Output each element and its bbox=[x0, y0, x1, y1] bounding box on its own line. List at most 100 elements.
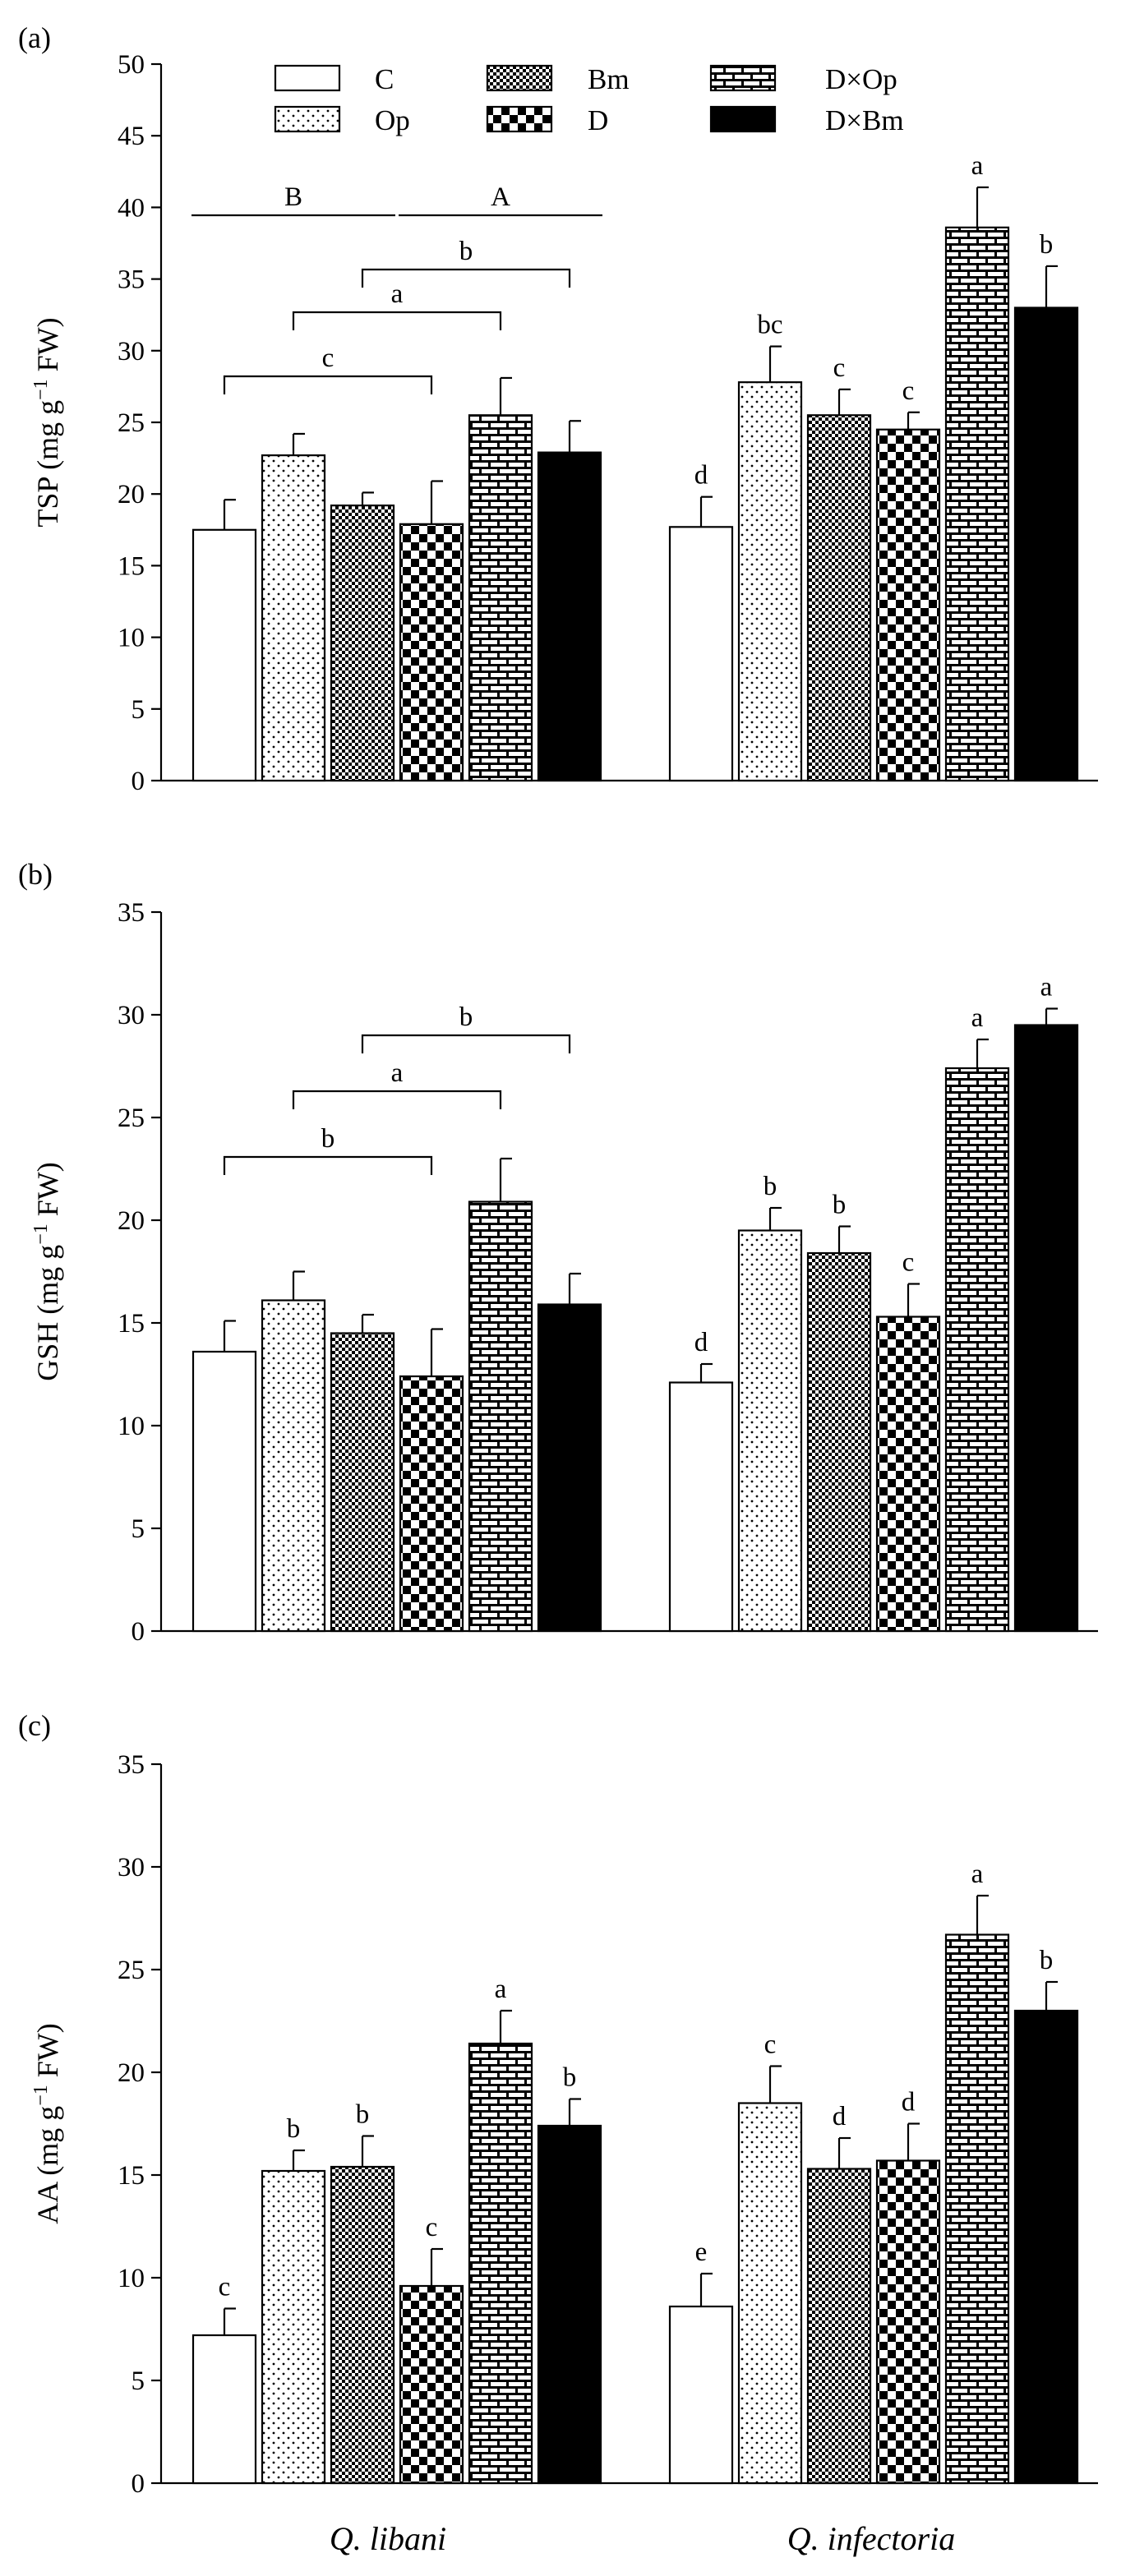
y-tick-label: 15 bbox=[118, 1309, 145, 1339]
bar-dxop-q-libani bbox=[468, 2042, 533, 2485]
y-axis-label: AA (mg g−1 FW) bbox=[30, 2023, 64, 2224]
significance-letter: d bbox=[902, 2088, 916, 2117]
comparison-bracket-label: c bbox=[322, 343, 335, 373]
y-tick-label: 5 bbox=[131, 2366, 145, 2396]
y-tick-label: 5 bbox=[131, 1514, 145, 1544]
y-tick-label: 10 bbox=[118, 624, 145, 653]
panel-c: (c) 0 5 10 15 20 25 30 35 AA (mg g−1 FW) c e b c b d c d a… bbox=[18, 1709, 1098, 2499]
y-axis-label: GSH (mg g−1 FW) bbox=[30, 1162, 64, 1381]
significance-letter: b bbox=[287, 2114, 301, 2144]
y-tick-label: 20 bbox=[118, 2058, 145, 2088]
y-tick-label: 30 bbox=[118, 1001, 145, 1030]
y-axis-label-main: GSH (mg g bbox=[31, 1245, 64, 1381]
y-axis-label-sup: −1 bbox=[30, 379, 52, 400]
bar-op-q-infectoria bbox=[737, 1229, 803, 1633]
y-tick-label: 30 bbox=[118, 337, 145, 366]
panel-label: (b) bbox=[18, 858, 53, 891]
bar-dxop-q-infectoria bbox=[944, 1933, 1010, 2485]
y-tick-label: 30 bbox=[118, 1853, 145, 1882]
bar-dxbm-q-infectoria bbox=[1013, 1024, 1079, 1633]
comparison-bracket-label: a bbox=[391, 1058, 404, 1088]
comparison-bracket bbox=[361, 1034, 571, 1053]
significance-letter: e bbox=[695, 2237, 708, 2267]
y-tick-label: 40 bbox=[118, 193, 145, 223]
y-tick-label: 35 bbox=[118, 1750, 145, 1780]
bar-dxop-q-infectoria bbox=[944, 226, 1010, 782]
category-label-q-libani: Q. libani bbox=[330, 2520, 446, 2557]
y-tick-label: 10 bbox=[118, 2264, 145, 2293]
legend-swatch-dxop bbox=[709, 64, 777, 92]
comparison-bracket-label: b bbox=[321, 1124, 335, 1154]
bar-d-q-infectoria bbox=[875, 1316, 941, 1633]
bar-d-q-infectoria bbox=[875, 2159, 941, 2485]
comparison-bracket-label: b bbox=[459, 237, 473, 266]
comparison-bracket bbox=[223, 1155, 433, 1175]
comparison-bracket bbox=[292, 1090, 502, 1109]
significance-letter: b bbox=[833, 1191, 847, 1220]
panel-a: (a) 0 5 10 15 20 25 30 35 40 45 50 TSP (mg g−1 FW) d b… bbox=[18, 21, 1098, 796]
y-tick-label: 0 bbox=[131, 2469, 145, 2499]
bar-c-q-infectoria bbox=[668, 1381, 734, 1633]
significance-letter: c bbox=[219, 2273, 231, 2302]
y-axis-label: TSP (mg g−1 FW) bbox=[30, 317, 64, 527]
comparison-bracket bbox=[292, 311, 502, 330]
bar-c-q-libani bbox=[191, 528, 257, 782]
group-line-label: B bbox=[284, 182, 302, 212]
y-tick-label: 35 bbox=[118, 898, 145, 928]
legend-swatch-dxbm bbox=[709, 105, 777, 133]
y-tick-label: 15 bbox=[118, 2161, 145, 2191]
significance-letter: bc bbox=[757, 311, 782, 340]
y-tick-label: 0 bbox=[131, 1617, 145, 1647]
legend-label-bm: Bm bbox=[588, 63, 630, 95]
panel-label: (c) bbox=[18, 1709, 51, 1742]
legend-swatch-op bbox=[274, 105, 341, 133]
bar-bm-q-infectoria bbox=[806, 2168, 872, 2485]
significance-letter: b bbox=[356, 2100, 370, 2130]
legend-swatch-c bbox=[274, 64, 341, 92]
bar-c-q-libani bbox=[191, 2334, 257, 2485]
significance-letter: b bbox=[563, 2063, 577, 2093]
significance-letter: d bbox=[833, 2102, 847, 2131]
significance-letter: d bbox=[694, 461, 708, 491]
bar-op-q-infectoria bbox=[737, 381, 803, 782]
significance-letter: b bbox=[1040, 230, 1054, 260]
legend-label-dxop: D×Op bbox=[825, 63, 897, 95]
legend-label-d: D bbox=[588, 104, 608, 136]
y-tick-label: 15 bbox=[118, 551, 145, 581]
y-tick-label: 25 bbox=[118, 1956, 145, 1985]
bar-op-q-libani bbox=[261, 1299, 326, 1633]
significance-letter: a bbox=[495, 1975, 507, 2004]
y-axis-label-tail: FW) bbox=[31, 1162, 64, 1223]
bar-bm-q-infectoria bbox=[806, 1251, 872, 1633]
significance-letter: c bbox=[426, 2213, 438, 2242]
bar-d-q-infectoria bbox=[875, 428, 941, 782]
bar-d-q-libani bbox=[399, 523, 464, 782]
significance-letter: c bbox=[902, 1248, 915, 1278]
y-tick-label: 25 bbox=[118, 1104, 145, 1133]
y-axis-label-tail: FW) bbox=[31, 317, 64, 379]
bar-op-q-infectoria bbox=[737, 2102, 803, 2485]
bar-bm-q-libani bbox=[330, 1332, 395, 1633]
bar-bm-q-infectoria bbox=[806, 414, 872, 782]
y-axis-label-main: AA (mg g bbox=[31, 2106, 64, 2224]
significance-letter: c bbox=[764, 2030, 777, 2060]
y-axis-label-sup: −1 bbox=[30, 2085, 52, 2106]
significance-letter: b bbox=[1040, 1946, 1054, 1975]
y-tick-label: 5 bbox=[131, 695, 145, 725]
comparison-bracket-label: b bbox=[459, 1002, 473, 1032]
bar-dxop-q-libani bbox=[468, 1200, 533, 1633]
comparison-bracket-label: a bbox=[391, 279, 404, 309]
y-tick-label: 20 bbox=[118, 480, 145, 509]
bar-c-q-libani bbox=[191, 1350, 257, 1633]
bar-dxop-q-libani bbox=[468, 414, 533, 782]
legend-swatch-bm bbox=[486, 64, 553, 92]
significance-letter: d bbox=[694, 1328, 708, 1357]
bar-dxop-q-infectoria bbox=[944, 1067, 1010, 1633]
bar-dxbm-q-libani bbox=[537, 1303, 602, 1633]
legend: C Op Bm D D×Op D×Bm bbox=[274, 63, 904, 136]
category-label-q-infectoria: Q. infectoria bbox=[787, 2520, 955, 2557]
legend-label-dxbm: D×Bm bbox=[825, 104, 904, 136]
y-tick-label: 0 bbox=[131, 767, 145, 796]
bar-dxbm-q-libani bbox=[537, 451, 602, 782]
significance-letter: b bbox=[764, 1172, 777, 1201]
